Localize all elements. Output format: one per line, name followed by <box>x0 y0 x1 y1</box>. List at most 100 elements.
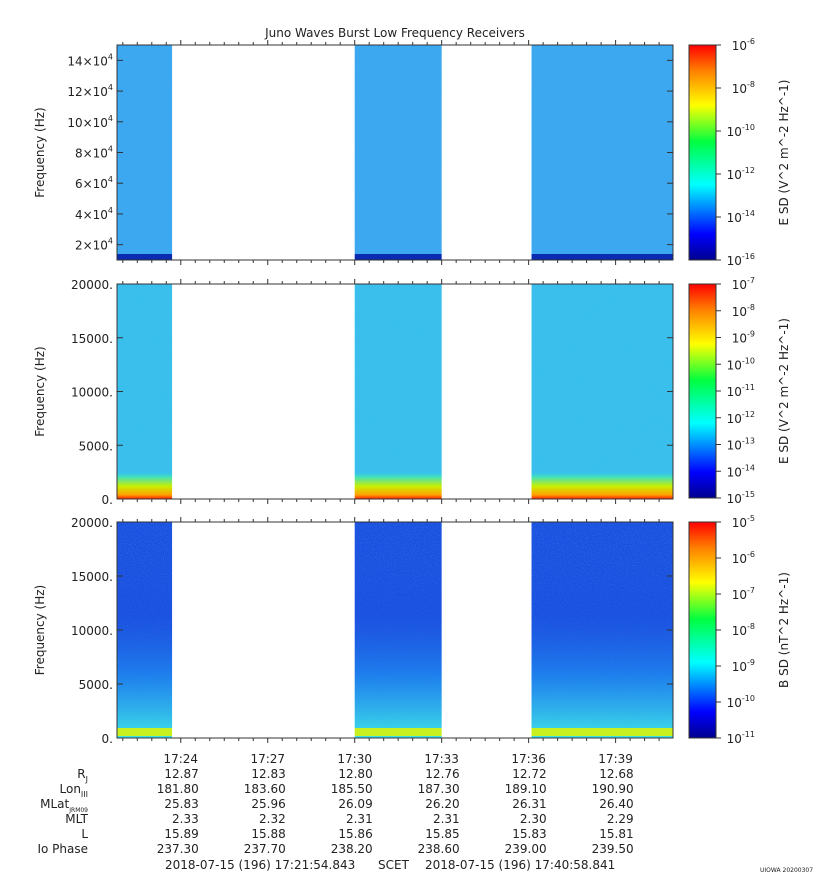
ephemeris-value: 26.31 <box>512 797 546 811</box>
colorbar-tick-label: 10-10 <box>727 694 755 710</box>
ephemeris-value: 2.31 <box>433 812 460 826</box>
ephemeris-value: 237.70 <box>244 842 286 856</box>
ephemeris-value: 26.09 <box>338 797 372 811</box>
colorbar-label: B SD (nT^2 Hz^-1) <box>777 572 791 688</box>
colorbar-tick-label: 10-9 <box>732 330 755 346</box>
low-freq-line <box>117 728 673 736</box>
colorbar-label: E SD (V^2 m^-2 Hz^-1) <box>777 318 791 464</box>
y-axis-label: Frequency (Hz) <box>33 107 47 198</box>
colorbar <box>688 521 717 739</box>
y-axis-label: Frequency (Hz) <box>33 585 47 676</box>
colorbar-tick-label: 10-10 <box>727 356 755 372</box>
panel-1: 2×104 4×104 6×104 8×104 10×104 12×104 14×104 Fr… <box>33 37 791 268</box>
colorbar <box>688 283 717 499</box>
ephemeris-value: 2.29 <box>607 812 634 826</box>
ephemeris-label: Io Phase <box>37 842 88 856</box>
ephemeris-value: 2.32 <box>259 812 286 826</box>
ephemeris-value: 12.87 <box>164 767 198 781</box>
colorbar-tick-label: 10-9 <box>732 658 755 674</box>
chart-title: Juno Waves Burst Low Frequency Receivers <box>264 26 525 40</box>
colorbar-tick-label: 10-11 <box>727 730 755 746</box>
time-range-start: 2018-07-15 (196) 17:21:54.843 <box>165 858 355 872</box>
colorbar-tick-label: 10-14 <box>727 209 755 225</box>
ephemeris-value: 238.20 <box>331 842 373 856</box>
data-gap <box>441 521 532 739</box>
time-range-end: 2018-07-15 (196) 17:40:58.841 <box>425 858 615 872</box>
y-tick-label: 12×104 <box>67 83 113 99</box>
ephemeris-value: 238.60 <box>418 842 460 856</box>
colorbar-tick-label: 10-8 <box>732 622 755 638</box>
data-gap <box>441 44 532 261</box>
ephemeris-value: 12.68 <box>599 767 633 781</box>
y-tick-label: 4×104 <box>75 206 113 222</box>
colorbar-tick-label: 10-14 <box>727 463 755 479</box>
ephemeris-value: 2.30 <box>520 812 547 826</box>
ephemeris-value: 2.33 <box>172 812 199 826</box>
ephemeris-label: MLT <box>65 812 88 826</box>
ephemeris-value: 15.85 <box>425 827 459 841</box>
y-tick-label: 10×104 <box>67 114 113 130</box>
colorbar-tick-label: 10-15 <box>727 490 755 506</box>
data-gap <box>441 283 532 500</box>
y-tick-label: 0. <box>102 732 113 746</box>
ephemeris-value: 12.80 <box>338 767 372 781</box>
ephemeris-value: 15.88 <box>251 827 285 841</box>
ephemeris-value: 15.86 <box>338 827 372 841</box>
panel-2: 0. 5000. 10000. 15000. 20000. Frequency (Hz) 1… <box>33 276 791 507</box>
panel-3: 0. 5000. 10000. 15000. 20000. Frequency (Hz) 1… <box>33 514 791 746</box>
colorbar-tick-label: 10-12 <box>727 166 755 182</box>
ephemeris-value: 183.60 <box>244 782 286 796</box>
y-tick-label: 5000. <box>79 678 113 692</box>
ephemeris-value: 15.89 <box>164 827 198 841</box>
y-tick-label: 20000. <box>71 278 113 292</box>
ephemeris-value: 12.83 <box>251 767 285 781</box>
y-tick-label: 10000. <box>71 624 113 638</box>
ephemeris-value: 189.10 <box>505 782 547 796</box>
time-tick-label: 17:33 <box>424 752 459 766</box>
ephemeris-value: 25.96 <box>251 797 285 811</box>
ephemeris-value: 237.30 <box>157 842 199 856</box>
ephemeris-value: 2.31 <box>346 812 373 826</box>
y-tick-label: 15000. <box>71 570 113 584</box>
y-tick-label: 14×104 <box>67 52 113 68</box>
ephemeris-value: 12.72 <box>512 767 546 781</box>
data-gap <box>172 44 355 261</box>
ephemeris-label: RJ <box>77 767 88 784</box>
colorbar-tick-label: 10-11 <box>727 383 755 399</box>
y-tick-label: 8×104 <box>75 145 113 161</box>
colorbar-tick-label: 10-10 <box>727 123 755 139</box>
colorbar-tick-label: 10-7 <box>732 586 755 602</box>
time-tick-label: 17:24 <box>163 752 198 766</box>
ephemeris-label: LonIII <box>60 782 89 799</box>
credit-label: UIOWA 20200307 <box>760 867 813 874</box>
y-tick-label: 5000. <box>79 439 113 453</box>
colorbar <box>688 44 717 261</box>
ephemeris-value: 190.90 <box>592 782 634 796</box>
ephemeris-value: 181.80 <box>157 782 199 796</box>
y-tick-label: 15000. <box>71 332 113 346</box>
ephemeris-value: 185.50 <box>331 782 373 796</box>
ephemeris-value: 25.83 <box>164 797 198 811</box>
y-tick-label: 2×104 <box>75 237 113 253</box>
ephemeris-label: L <box>81 827 88 841</box>
ephemeris-value: 26.20 <box>425 797 459 811</box>
y-tick-label: 10000. <box>71 386 113 400</box>
ephemeris-value: 187.30 <box>418 782 460 796</box>
colorbar-label: E SD (V^2 m^-2 Hz^-1) <box>777 79 791 225</box>
data-gap <box>172 521 355 739</box>
colorbar-tick-label: 10-16 <box>727 252 755 268</box>
y-tick-label: 20000. <box>71 516 113 530</box>
low-freq-band <box>117 254 673 260</box>
time-tick-label: 17:36 <box>511 752 546 766</box>
ephemeris-value: 15.81 <box>599 827 633 841</box>
y-axis-label: Frequency (Hz) <box>33 346 47 437</box>
ephemeris-value: 239.50 <box>592 842 634 856</box>
colorbar-tick-label: 10-6 <box>732 550 755 566</box>
time-tick-label: 17:30 <box>337 752 372 766</box>
time-axis-label: SCET <box>378 858 410 872</box>
time-tick-label: 17:27 <box>250 752 285 766</box>
y-tick-label: 6×104 <box>75 175 113 191</box>
colorbar-tick-label: 10-8 <box>732 303 755 319</box>
ephemeris-value: 26.40 <box>599 797 633 811</box>
